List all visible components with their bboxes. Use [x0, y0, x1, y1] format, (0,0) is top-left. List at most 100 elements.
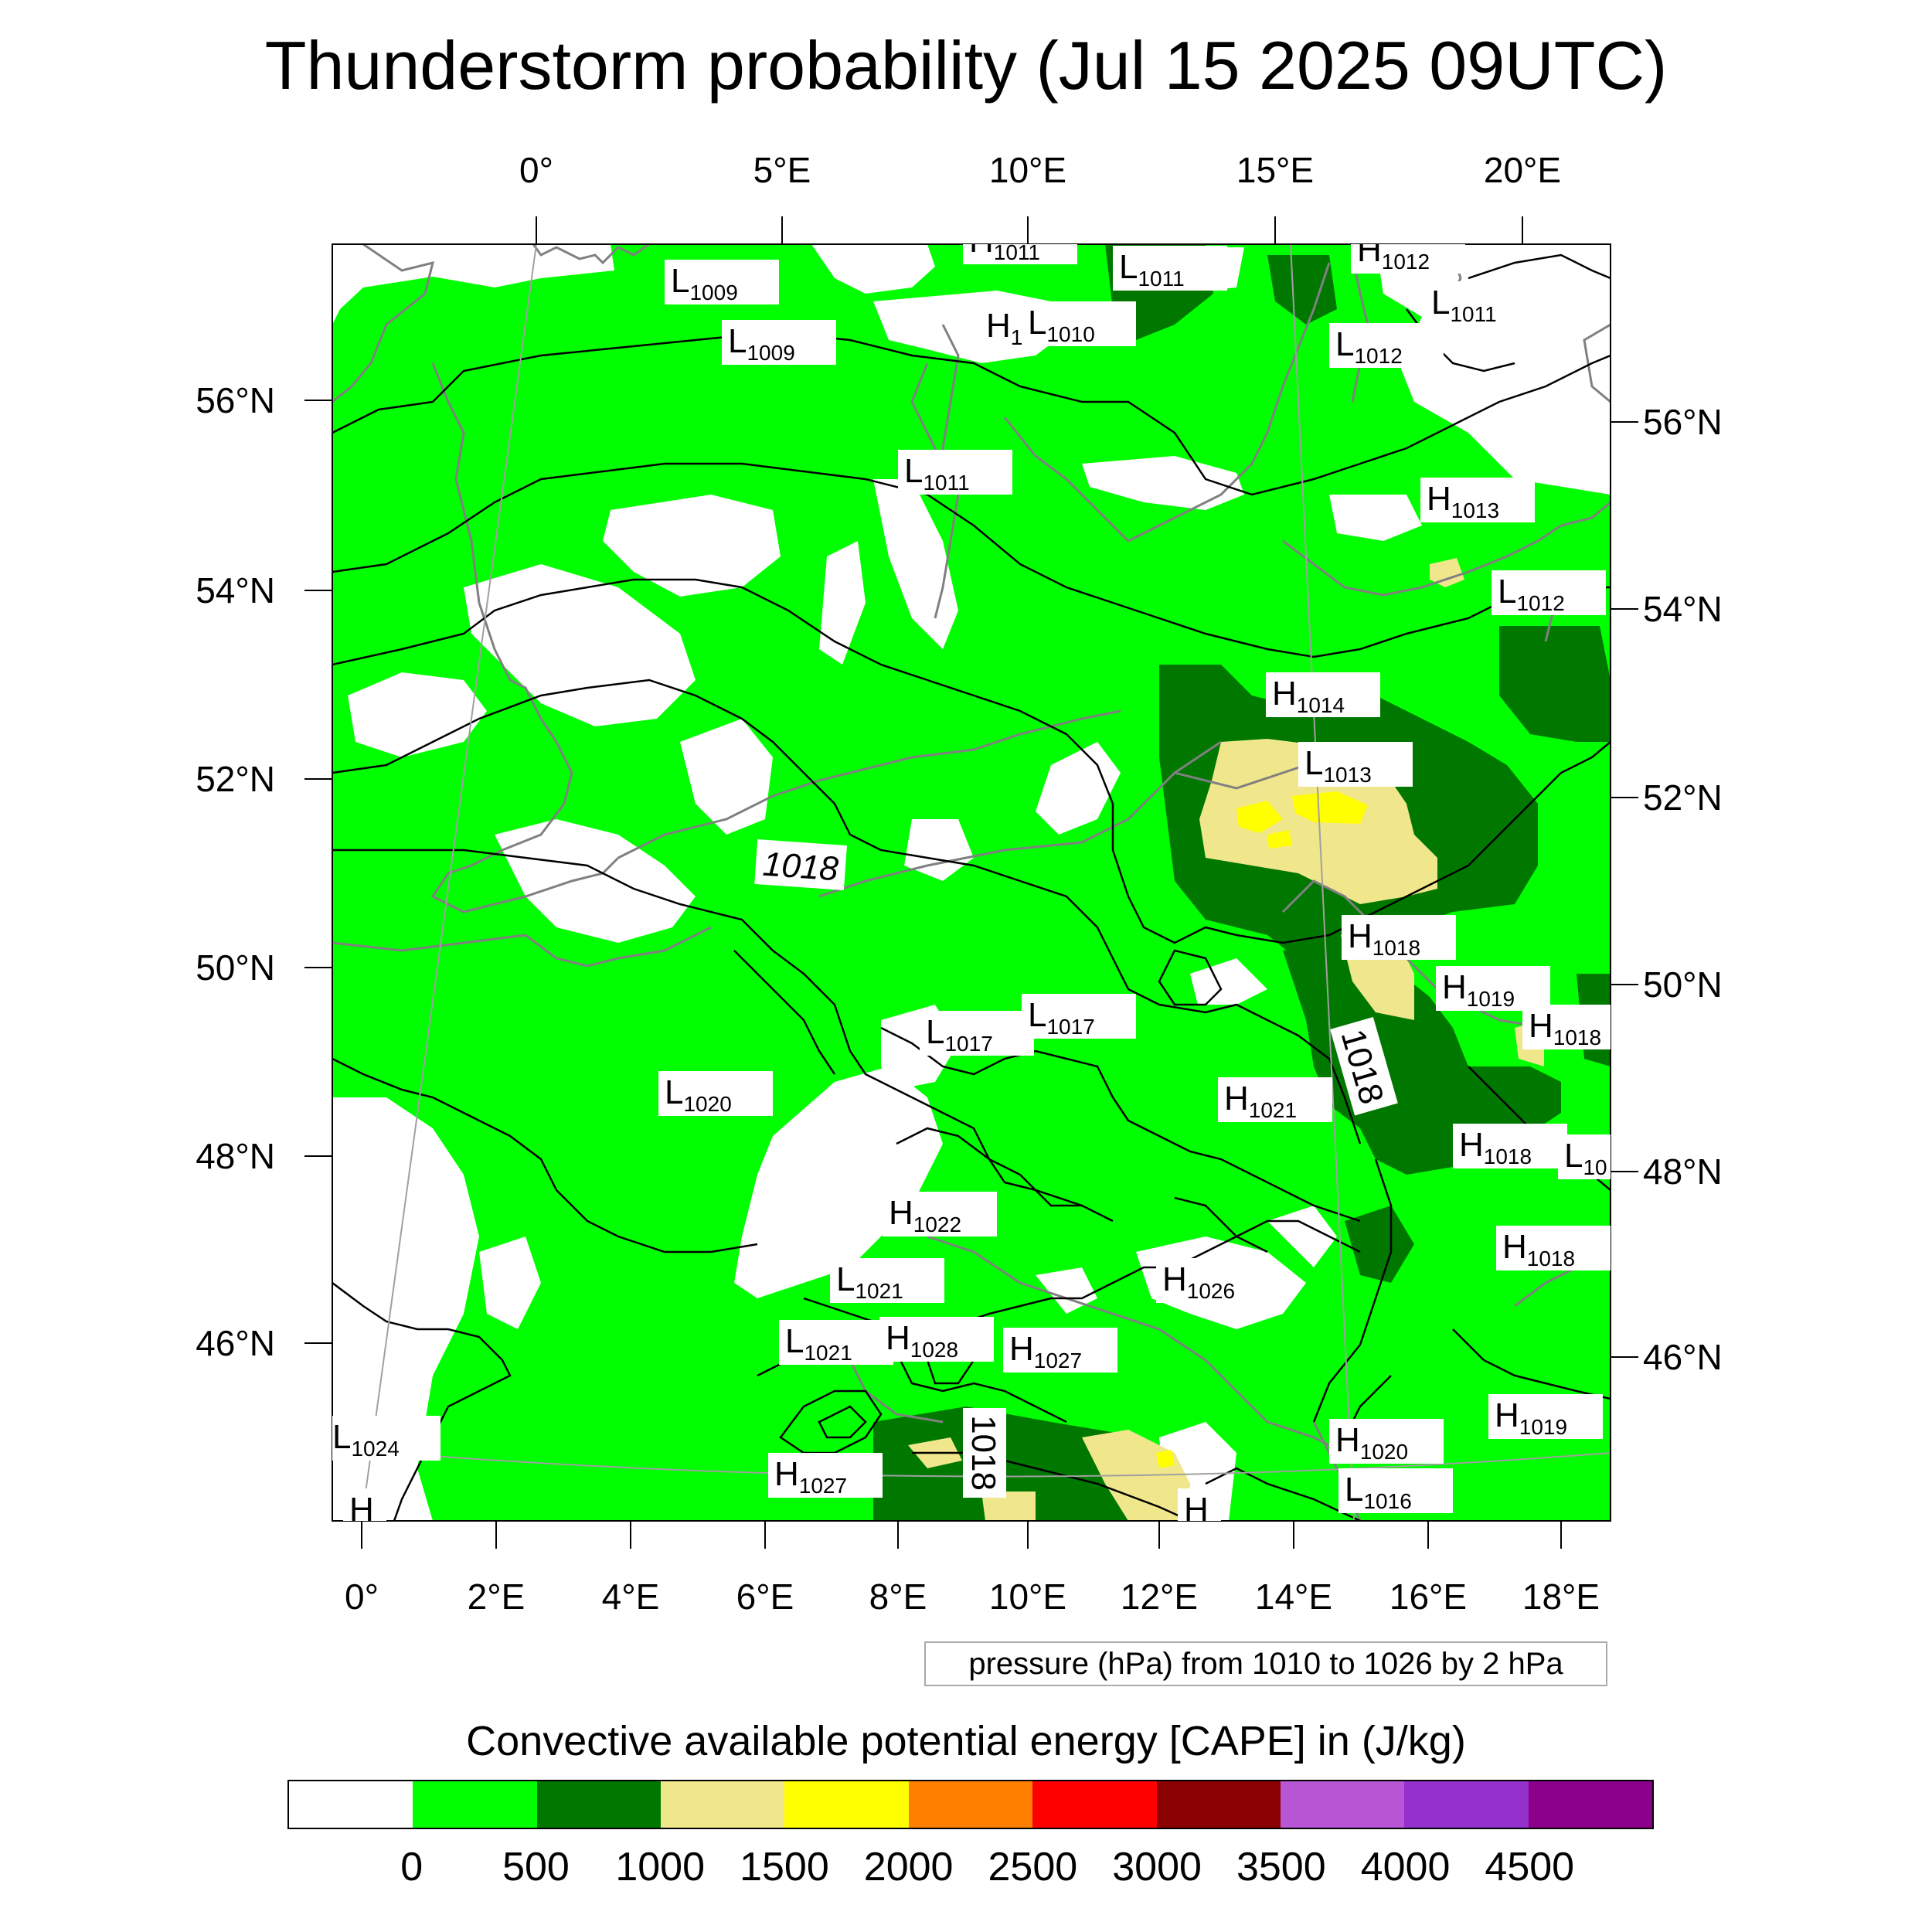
low-pressure-label: L1011 — [898, 450, 1012, 495]
label-background — [1329, 1419, 1444, 1464]
high-center-text: H1012 — [1357, 231, 1430, 274]
high-pressure-label: H1018 — [1522, 1005, 1611, 1049]
low-pressure-label: L1013 — [1298, 742, 1413, 787]
low-pressure-label: L10 — [1558, 1134, 1611, 1179]
colorbar — [287, 1780, 1654, 1829]
right-lat-label: 52°N — [1643, 777, 1723, 818]
high-center-text: H1021 — [1224, 1080, 1297, 1122]
low-center-text: L10 — [1564, 1137, 1607, 1179]
cape-1500-2000-areas — [1156, 791, 1368, 1468]
high-pressure-label: H1021 — [1218, 1077, 1332, 1122]
high-center-text: H1018 — [1529, 1007, 1601, 1049]
top-lon-label: 5°E — [753, 150, 811, 190]
low-center-text: L1020 — [665, 1073, 732, 1116]
low-pressure-label: L1010 — [1022, 301, 1136, 346]
bottom-lon-label: 6°E — [736, 1577, 794, 1617]
colorbar-label: 3500 — [1236, 1845, 1326, 1889]
label-background — [1492, 570, 1606, 615]
label-background — [1329, 323, 1444, 368]
right-lat-label: 54°N — [1643, 589, 1723, 629]
label-background — [830, 1258, 944, 1303]
label-background — [920, 1011, 1034, 1056]
colorbar-swatch — [1156, 1781, 1281, 1828]
left-lat-labels: 56°N 54°N 52°N 50°N 48°N 46°N — [196, 380, 275, 1363]
colorbar-label: 2500 — [988, 1845, 1078, 1889]
bottom-lon-label: 12°E — [1121, 1577, 1198, 1617]
high-center-text: H1013 — [1427, 480, 1499, 522]
high-pressure-label: H1028 — [879, 1317, 994, 1362]
label-background — [665, 260, 779, 304]
high-pressure-label: H1022 — [883, 1192, 997, 1236]
top-lon-label: 20°E — [1484, 150, 1561, 190]
left-lat-label: 56°N — [196, 380, 275, 420]
label-background — [1266, 672, 1380, 717]
high-center-text: H1018 — [1502, 1228, 1575, 1270]
top-lon-label: 10°E — [989, 150, 1066, 190]
low-pressure-label: L1021 — [779, 1320, 893, 1365]
right-lat-label: 56°N — [1643, 402, 1723, 442]
colorbar-label: 0 — [400, 1845, 423, 1889]
high-pressure-label: H1018 — [1342, 915, 1456, 960]
colorbar-label: 4000 — [1360, 1845, 1451, 1889]
label-background — [768, 1453, 883, 1498]
colorbar-swatch — [1528, 1781, 1652, 1828]
label-background — [883, 1192, 997, 1236]
colorbar-label: 500 — [502, 1845, 570, 1889]
high-pressure-label: H1020 — [1329, 1419, 1444, 1464]
high-pressure-label: H1018 — [1496, 1226, 1611, 1270]
label-background — [898, 450, 1012, 495]
label-background — [1156, 1258, 1270, 1303]
contour-info: pressure (hPa) from 1010 to 1026 by 2 hP… — [924, 1641, 1607, 1686]
high-center-text: H1018 — [1348, 917, 1420, 960]
isobar-label: 1018 — [761, 845, 840, 889]
isobars — [332, 253, 1611, 1521]
colorbar-swatch — [413, 1781, 537, 1828]
low-pressure-label: L1020 — [658, 1071, 773, 1116]
low-pressure-label: L1011 — [1425, 281, 1539, 326]
low-center-text: L1011 — [1431, 284, 1497, 326]
high-pressure-label: H — [1178, 1488, 1221, 1529]
bottom-lon-label: 18°E — [1522, 1577, 1600, 1617]
low-center-text: L1021 — [785, 1322, 852, 1365]
high-center-text: H1014 — [1272, 675, 1345, 717]
low-center-text: L1024 — [332, 1418, 400, 1461]
label-background — [1298, 742, 1413, 787]
low-pressure-label: L1011 — [1113, 246, 1227, 291]
label-background — [1436, 966, 1550, 1011]
high-center-text: H1028 — [886, 1319, 958, 1362]
high-pressure-label: H1027 — [1003, 1328, 1117, 1372]
colorbar-swatch — [1404, 1781, 1529, 1828]
label-background — [1178, 1488, 1221, 1521]
bottom-lon-label: 8°E — [869, 1577, 927, 1617]
label-background — [1351, 244, 1465, 274]
label-background — [332, 1416, 440, 1461]
colorbar-swatch — [536, 1781, 662, 1828]
colorbar-swatch — [289, 1781, 413, 1828]
label-background — [779, 1320, 893, 1365]
label-background — [1453, 1124, 1567, 1168]
right-lat-label: 50°N — [1643, 964, 1723, 1005]
low-pressure-label: L1021 — [830, 1258, 944, 1303]
colorbar-swatch — [784, 1781, 909, 1828]
low-pressure-label: L1012 — [1329, 323, 1444, 368]
high-center-text: H1 — [986, 307, 1022, 349]
low-center-text: L1012 — [1335, 325, 1403, 368]
isobar-label: 1018 — [964, 1415, 1002, 1491]
label-background — [879, 1317, 994, 1362]
low-pressure-label: L1017 — [1022, 994, 1136, 1039]
low-center-text: L1009 — [728, 322, 795, 365]
label-background — [1338, 1468, 1453, 1513]
label-background — [1425, 281, 1539, 326]
high-pressure-label: H1014 — [1266, 672, 1380, 717]
colorbar-swatch — [1280, 1781, 1405, 1828]
high-center-text: H1018 — [1459, 1126, 1532, 1168]
low-center-text: L1013 — [1304, 744, 1372, 787]
high-pressure-label: H1011 — [963, 244, 1077, 264]
low-center-text: L1010 — [1028, 304, 1095, 346]
high-pressure-label: H1026 — [1156, 1258, 1270, 1303]
low-center-text: L1009 — [671, 262, 738, 304]
low-center-text: L1012 — [1498, 573, 1565, 615]
high-center-text: H — [1184, 1491, 1209, 1529]
high-center-text: H1027 — [774, 1455, 847, 1498]
label-background — [1003, 1328, 1117, 1372]
